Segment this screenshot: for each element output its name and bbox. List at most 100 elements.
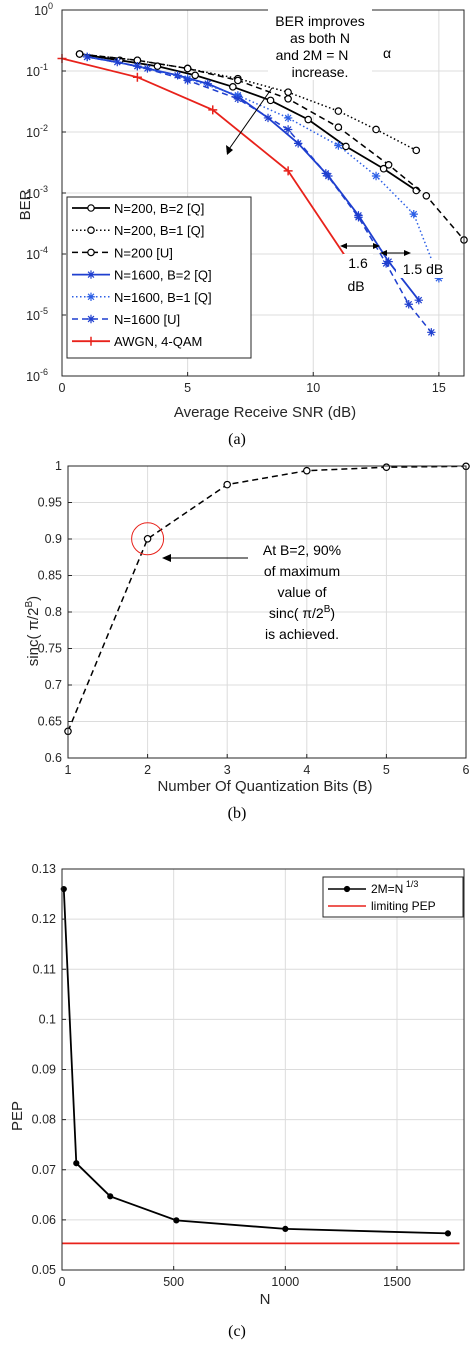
annotation-line: increase. bbox=[292, 64, 349, 80]
data-point bbox=[284, 95, 292, 103]
x-tick-label: 1500 bbox=[383, 1275, 411, 1289]
panel-a-gap-arrow-1-6db: 1.6 dB bbox=[340, 243, 380, 294]
y-tick-label: 10-6 bbox=[26, 367, 48, 384]
legend-label: N=200, B=2 [Q] bbox=[114, 201, 204, 216]
data-point bbox=[381, 259, 391, 268]
x-tick-label: 3 bbox=[224, 763, 231, 777]
y-tick-label: 0.85 bbox=[38, 569, 62, 583]
panel-a-ber-vs-snr: 0 5 10 15 100 10-1 10-2 10-3 10-4 10-5 10-6 Averag… bbox=[17, 1, 468, 448]
legend-label: N=1600 [U] bbox=[114, 312, 180, 327]
panel-a-ylabel: BER bbox=[17, 189, 34, 220]
y-tick-label: 0.95 bbox=[38, 496, 62, 510]
y-tick-label: 0.11 bbox=[33, 962, 56, 976]
data-point bbox=[382, 463, 391, 471]
y-tick-label: 10-5 bbox=[26, 306, 48, 323]
legend-marker bbox=[86, 336, 96, 346]
annotation-sinc: sinc( π/2B) bbox=[269, 604, 335, 621]
data-point bbox=[266, 96, 275, 105]
panel-b-annotation: At B=2, 90% of maximum value of sinc( π/… bbox=[263, 542, 341, 642]
series-line bbox=[79, 53, 417, 152]
x-tick-label: 5 bbox=[184, 381, 191, 395]
panel-b-xlabel: Number Of Quantization Bits (B) bbox=[157, 778, 372, 795]
data-point bbox=[282, 1225, 289, 1232]
gap-label-line: 1.6 bbox=[348, 255, 368, 271]
x-tick-label: 1000 bbox=[271, 1275, 299, 1289]
legend-marker bbox=[87, 226, 95, 235]
data-point bbox=[73, 1160, 80, 1167]
data-point bbox=[334, 141, 343, 150]
data-point bbox=[412, 146, 421, 155]
data-point bbox=[173, 1217, 180, 1224]
y-tick-label: 100 bbox=[34, 1, 53, 18]
panel-b-ylabel: sinc( π/2B) bbox=[24, 596, 42, 666]
x-tick-label: 6 bbox=[463, 763, 470, 777]
data-point bbox=[283, 125, 293, 134]
data-point bbox=[234, 76, 242, 85]
panel-b-annotation-arrow bbox=[162, 554, 248, 562]
panel-b-highlight-circle bbox=[131, 522, 165, 556]
data-point bbox=[132, 72, 142, 82]
data-point bbox=[444, 1230, 452, 1237]
panel-a-caption: (a) bbox=[228, 431, 246, 448]
data-point bbox=[75, 50, 84, 58]
data-point bbox=[107, 1193, 114, 1200]
panel-b-tick-labels: 1 2 3 4 5 6 0.6 0.65 0.7 0.75 0.8 0.85 0.9 0.95 1 bbox=[38, 459, 470, 777]
series-line bbox=[67, 465, 467, 732]
data-point bbox=[173, 71, 182, 80]
data-point bbox=[183, 64, 192, 73]
y-tick-label: 10-4 bbox=[26, 245, 48, 262]
data-point bbox=[223, 480, 232, 489]
panel-c-series bbox=[60, 885, 460, 1245]
legend-marker bbox=[86, 292, 96, 301]
data-point bbox=[304, 115, 313, 124]
legend-marker bbox=[86, 270, 96, 279]
series-line bbox=[86, 56, 432, 333]
x-tick-label: 0 bbox=[59, 381, 66, 395]
data-point bbox=[283, 113, 293, 123]
x-tick-label: 5 bbox=[383, 763, 390, 777]
data-point bbox=[427, 328, 436, 337]
panel-a-annotation-ber-improves: BER improves as both N and 2M = N α incr… bbox=[268, 8, 391, 80]
data-point bbox=[414, 295, 423, 305]
gap-label: 1.5 dB bbox=[403, 261, 443, 277]
data-point bbox=[334, 107, 343, 115]
data-point bbox=[384, 160, 393, 169]
data-point bbox=[354, 213, 363, 222]
panel-c-pep-vs-n: 0 500 1000 1500 0.05 0.06 0.07 0.08 0.09 0.1 0.11 0… bbox=[9, 862, 465, 1340]
y-tick-label: 0.12 bbox=[32, 912, 56, 926]
legend-label: limiting PEP bbox=[371, 899, 436, 913]
panel-a-gap-arrow-1-5db: 1.5 dB bbox=[380, 250, 450, 278]
y-tick-label: 0.7 bbox=[45, 678, 62, 692]
panel-a-xlabel: Average Receive SNR (dB) bbox=[174, 404, 356, 421]
y-tick-label: 10-3 bbox=[26, 184, 48, 201]
data-point bbox=[321, 169, 331, 178]
x-tick-label: 2 bbox=[144, 763, 151, 777]
panel-c-xlabel: N bbox=[260, 1291, 271, 1308]
legend-label: N=1600, B=1 [Q] bbox=[114, 290, 212, 305]
y-tick-label: 0.13 bbox=[32, 862, 56, 876]
y-tick-label: 0.75 bbox=[38, 642, 62, 656]
x-tick-label: 4 bbox=[303, 763, 310, 777]
data-point bbox=[82, 52, 92, 62]
data-point bbox=[143, 534, 152, 543]
y-tick-label: 0.6 bbox=[45, 751, 62, 765]
data-point bbox=[371, 171, 381, 181]
panel-c-ylabel: PEP bbox=[9, 1101, 26, 1131]
data-point bbox=[302, 466, 311, 475]
x-tick-label: 10 bbox=[306, 381, 320, 395]
legend-label: 2M=N 1/3 bbox=[371, 879, 418, 896]
panel-b-sinc-vs-bits: 1 2 3 4 5 6 0.6 0.65 0.7 0.75 0.8 0.85 0.9 0.95 1 Numb… bbox=[24, 459, 470, 822]
y-tick-label: 0.65 bbox=[38, 715, 62, 729]
y-tick-label: 0.05 bbox=[32, 1263, 56, 1277]
data-point bbox=[191, 71, 199, 80]
panel-b-grid bbox=[68, 466, 466, 758]
y-tick-label: 1 bbox=[55, 459, 62, 473]
legend-label: AWGN, 4-QAM bbox=[114, 334, 202, 349]
y-tick-label: 0.07 bbox=[32, 1163, 56, 1177]
data-point bbox=[334, 123, 343, 131]
annotation-line: of maximum bbox=[264, 563, 340, 579]
y-tick-label: 0.8 bbox=[45, 605, 62, 619]
annotation-line: as both N bbox=[290, 30, 350, 46]
legend-marker bbox=[343, 885, 351, 893]
